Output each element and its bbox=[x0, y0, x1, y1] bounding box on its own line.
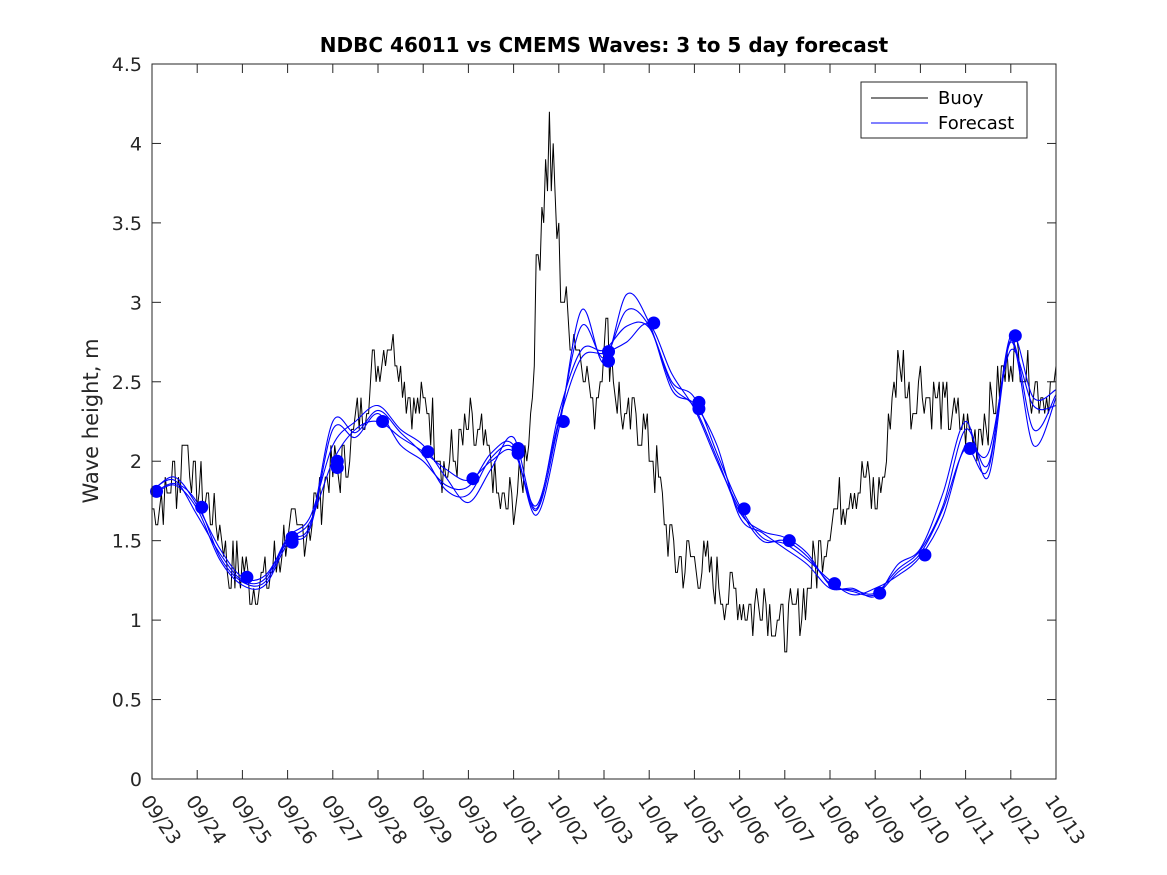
forecast-marker bbox=[647, 316, 661, 330]
x-tick-label: 09/30 bbox=[452, 791, 501, 848]
x-tick-label: 09/28 bbox=[362, 791, 411, 848]
forecast-marker bbox=[602, 354, 616, 368]
forecast-marker bbox=[150, 484, 164, 498]
forecast-marker bbox=[466, 472, 480, 486]
forecast-marker bbox=[1008, 329, 1022, 343]
forecast-marker bbox=[692, 395, 706, 409]
forecast-marker bbox=[195, 500, 209, 514]
y-tick-label: 2.5 bbox=[112, 372, 142, 394]
forecast-marker bbox=[556, 415, 570, 428]
x-tick-label: 10/07 bbox=[769, 791, 818, 848]
x-tick-label: 09/24 bbox=[181, 791, 230, 848]
forecast-marker bbox=[511, 442, 525, 456]
y-axis-label: Wave height, m bbox=[79, 338, 103, 503]
y-axis-ticks: 0 0.5 1 1.5 2 2.5 3 3.5 4 4.5 bbox=[112, 54, 1056, 791]
forecast-marker bbox=[873, 586, 887, 600]
forecast-marker bbox=[240, 570, 254, 584]
x-tick-label: 10/05 bbox=[678, 791, 727, 848]
x-tick-label: 09/23 bbox=[136, 791, 185, 848]
x-tick-label: 10/06 bbox=[724, 791, 773, 848]
forecast-marker bbox=[285, 530, 299, 544]
x-tick-label: 10/04 bbox=[633, 791, 682, 848]
forecast-marker bbox=[782, 534, 796, 548]
y-tick-label: 2 bbox=[130, 451, 142, 473]
x-tick-label: 10/11 bbox=[950, 791, 999, 848]
x-tick-label: 10/10 bbox=[904, 791, 953, 848]
x-tick-label: 09/29 bbox=[407, 791, 456, 848]
y-tick-label: 0.5 bbox=[112, 690, 142, 712]
legend: Buoy Forecast bbox=[860, 81, 1028, 139]
y-tick-label: 1 bbox=[130, 610, 142, 632]
forecast-marker bbox=[737, 502, 751, 516]
y-tick-label: 1.5 bbox=[112, 531, 142, 553]
forecast-marker bbox=[828, 577, 842, 591]
forecast-marker bbox=[330, 454, 344, 468]
x-tick-label: 10/08 bbox=[814, 791, 863, 848]
plot-area bbox=[152, 64, 1056, 779]
y-tick-label: 3 bbox=[130, 292, 142, 314]
x-tick-label: 09/26 bbox=[272, 791, 321, 848]
x-tick-label: 10/01 bbox=[498, 791, 547, 848]
y-tick-label: 4.5 bbox=[112, 54, 142, 76]
x-tick-label: 10/02 bbox=[543, 791, 592, 848]
y-tick-label: 0 bbox=[130, 769, 142, 791]
forecast-marker bbox=[376, 415, 390, 428]
x-tick-label: 10/03 bbox=[588, 791, 637, 848]
forecast-marker bbox=[602, 345, 616, 359]
legend-forecast-label: Forecast bbox=[938, 113, 1014, 134]
forecast-marker bbox=[963, 442, 977, 456]
legend-box bbox=[860, 81, 1028, 139]
x-tick-label: 10/12 bbox=[995, 791, 1044, 848]
legend-buoy-label: Buoy bbox=[938, 88, 984, 109]
x-tick-label: 10/09 bbox=[859, 791, 908, 848]
y-tick-label: 3.5 bbox=[112, 213, 142, 235]
x-tick-label: 09/27 bbox=[317, 791, 366, 848]
y-tick-label: 4 bbox=[130, 133, 142, 155]
x-tick-label: 10/13 bbox=[1040, 791, 1089, 848]
chart-title: NDBC 46011 vs CMEMS Waves: 3 to 5 day fo… bbox=[320, 33, 889, 57]
forecast-marker bbox=[421, 445, 435, 459]
forecast-markers bbox=[150, 316, 1022, 600]
x-tick-label: 09/25 bbox=[226, 791, 275, 848]
forecast-marker bbox=[918, 548, 932, 562]
